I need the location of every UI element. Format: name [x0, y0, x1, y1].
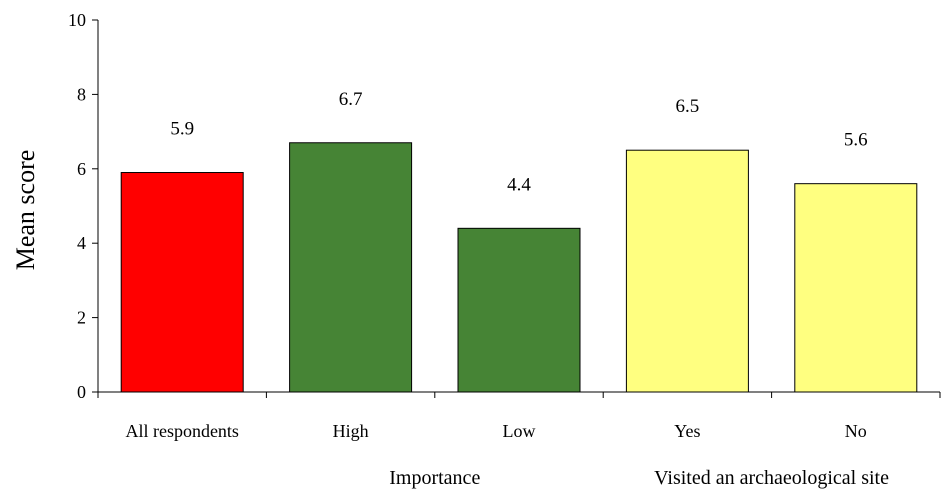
bar-low: [457, 227, 581, 393]
x-axis: All respondents High Low Yes No: [97, 391, 941, 441]
bar-high: [289, 142, 413, 393]
data-label: 4.4: [507, 174, 531, 195]
y-tick-label: 10: [68, 10, 86, 30]
category-label: No: [845, 421, 867, 441]
y-tick-label: 4: [77, 233, 86, 253]
category-label: Yes: [674, 421, 700, 441]
data-label: 5.6: [844, 130, 868, 151]
y-axis: 0 2 4 6 8 10: [68, 10, 99, 402]
data-labels: 5.9 6.7 4.4 6.5 5.6: [170, 89, 867, 196]
category-label: All respondents: [125, 421, 238, 441]
y-tick-label: 0: [77, 382, 86, 402]
bar-all-respondents: [120, 172, 244, 393]
category-label: Low: [503, 421, 536, 441]
bar-no: [794, 183, 918, 393]
bars: [120, 142, 918, 393]
data-label: 5.9: [170, 119, 194, 140]
group-label: Visited an archaeological site: [654, 467, 889, 489]
y-axis-title: Mean score: [11, 150, 40, 271]
bar-yes: [625, 149, 749, 393]
y-tick-label: 2: [77, 308, 86, 328]
y-tick-label: 8: [77, 84, 86, 104]
category-label: High: [333, 421, 369, 441]
group-label: Importance: [389, 467, 480, 489]
data-label: 6.5: [676, 96, 700, 117]
y-tick-label: 6: [77, 159, 86, 179]
data-label: 6.7: [339, 89, 363, 110]
group-labels: Importance Visited an archaeological site: [389, 467, 889, 489]
